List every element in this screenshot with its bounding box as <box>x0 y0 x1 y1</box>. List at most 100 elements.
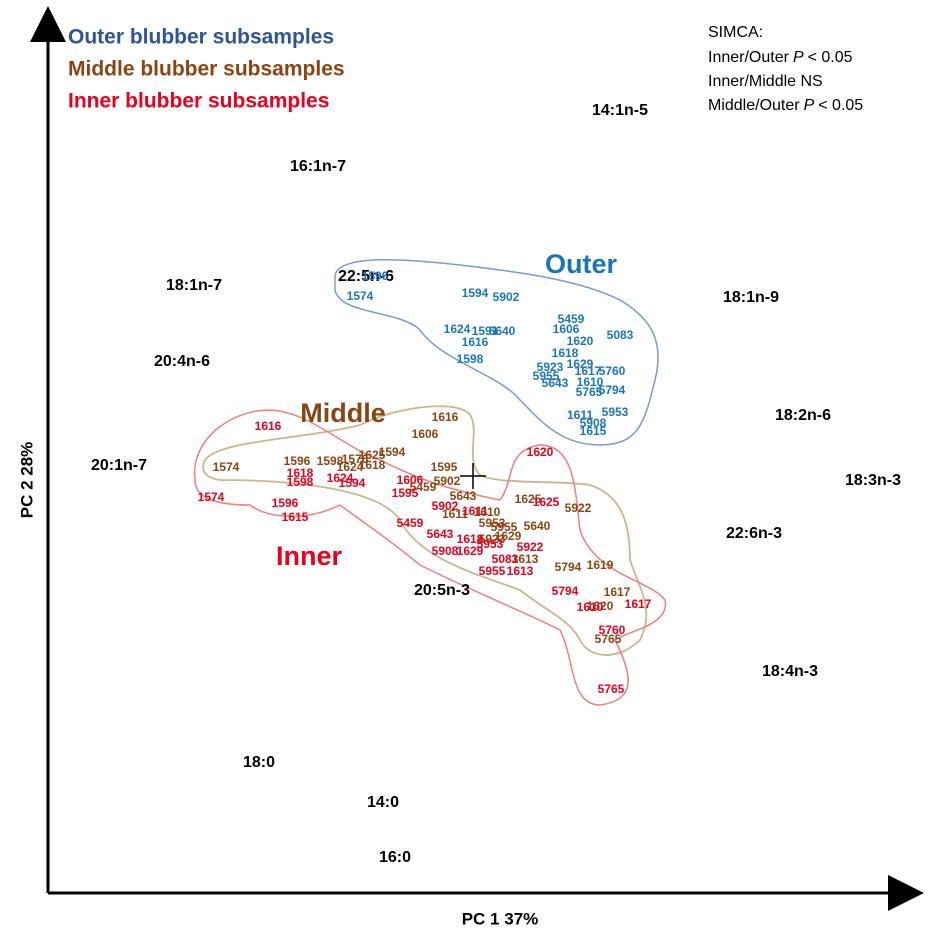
sample-label: 1613 <box>512 552 539 566</box>
sample-label: 5459 <box>397 516 424 530</box>
simca-text: < 0.05 <box>818 97 863 114</box>
sample-label: 1618 <box>457 532 484 546</box>
sample-label: 1611 <box>462 504 488 518</box>
sample-label: 1606 <box>397 473 424 487</box>
variable-label: 14:1n-5 <box>592 102 648 119</box>
sample-label: 1618 <box>287 466 314 480</box>
sample-label: 5922 <box>517 540 544 554</box>
sample-label: 5955 <box>479 564 506 578</box>
legend-inner: Inner blubber subsamples <box>68 90 329 113</box>
simca-title: SIMCA: <box>708 24 763 41</box>
variable-label: 18:3n-3 <box>845 472 901 489</box>
sample-label: 1624 <box>337 460 364 474</box>
variable-label: 18:0 <box>243 754 275 771</box>
sample-label: 5955 <box>491 520 518 534</box>
variable-label: 22:6n-3 <box>726 525 782 542</box>
sample-label: 1619 <box>587 558 614 572</box>
variable-label: 18:1n-7 <box>166 277 222 294</box>
sample-label: 5760 <box>599 364 626 378</box>
sample-label: 5953 <box>479 516 506 530</box>
sample-label: 5643 <box>450 489 477 503</box>
variable-label: 22:5n-6 <box>338 268 394 285</box>
sample-label: 5794 <box>555 560 582 574</box>
sample-label: 1625 <box>359 448 386 462</box>
y-axis-label: PC 2 28% <box>17 442 36 519</box>
sample-label: 1598 <box>317 454 344 468</box>
group-label: Outer <box>545 249 618 279</box>
variable-label: 20:1n-7 <box>91 457 147 474</box>
variable-label: 20:5n-3 <box>414 582 470 599</box>
sample-label: 1574 <box>198 490 225 504</box>
simca-p: P <box>804 97 815 114</box>
sample-label: 1611 <box>442 507 468 521</box>
simca-line: Middle/Outer P < 0.05 <box>708 97 863 114</box>
middle-outline <box>202 405 648 656</box>
simca-line: Inner/Middle NS <box>708 73 823 90</box>
variable-label: 18:2n-6 <box>775 407 831 424</box>
sample-label: 1620 <box>587 599 614 613</box>
sample-label: 5640 <box>489 324 516 338</box>
sample-label: 1610 <box>577 600 604 614</box>
sample-label: 1596 <box>284 454 311 468</box>
simca-text: Middle/Outer <box>708 97 800 114</box>
sample-label: 5765 <box>576 385 603 399</box>
sample-label: 1625 <box>533 495 560 509</box>
simca-p: P <box>793 49 804 66</box>
sample-label: 1611 <box>567 408 593 422</box>
sample-label: 5923 <box>479 532 506 546</box>
sample-label: 1610 <box>474 505 501 519</box>
sample-label: 1574 <box>347 289 374 303</box>
x-axis-label: PC 1 37% <box>462 909 539 928</box>
sample-label: 5765 <box>598 682 625 696</box>
group-label: Inner <box>276 541 343 571</box>
inner-outline <box>193 409 666 706</box>
sample-label: 5643 <box>427 527 454 541</box>
sample-label: 1620 <box>567 334 594 348</box>
variable-label: 16:0 <box>379 849 411 866</box>
sample-label: 5908 <box>580 416 607 430</box>
sample-label: 1610 <box>577 375 604 389</box>
sample-label: 1629 <box>567 357 594 371</box>
sample-label: 1598 <box>457 352 484 366</box>
sample-label: 1618 <box>552 346 579 360</box>
outer-outline <box>334 258 659 446</box>
sample-label: 5760 <box>599 623 626 637</box>
sample-label: 1617 <box>575 364 602 378</box>
sample-label: 1615 <box>282 510 309 524</box>
sample-label: 1625 <box>515 492 542 506</box>
sample-label: 1594 <box>379 445 406 459</box>
variable-label: 16:1n-7 <box>290 158 346 175</box>
sample-label: 1620 <box>527 445 554 459</box>
sample-label: 1594 <box>339 476 366 490</box>
sample-label: 5083 <box>492 552 519 566</box>
simca-text: < 0.05 <box>808 49 853 66</box>
simca-line: Inner/Outer P < 0.05 <box>708 49 853 66</box>
group-label: Middle <box>300 398 386 428</box>
legend-outer: Outer blubber subsamples <box>68 26 334 49</box>
sample-label: 5902 <box>432 499 459 513</box>
sample-label: 5794 <box>552 584 579 598</box>
legend-middle: Middle blubber subsamples <box>68 58 345 81</box>
sample-label: 1606 <box>553 322 580 336</box>
sample-label: 1616 <box>255 419 282 433</box>
sample-label: 5459 <box>410 480 437 494</box>
sample-label: 1596 <box>362 269 389 283</box>
sample-label: 5902 <box>493 290 520 304</box>
sample-label: 1624 <box>444 322 471 336</box>
sample-label: 5955 <box>533 369 560 383</box>
sample-label: 1613 <box>507 564 534 578</box>
sample-label: 5643 <box>542 376 569 390</box>
variable-label: 18:1n-9 <box>723 289 779 306</box>
sample-label: 5908 <box>432 544 459 558</box>
sample-label: 1596 <box>272 496 299 510</box>
sample-label: 5902 <box>434 474 461 488</box>
sample-label: 5083 <box>607 328 634 342</box>
origin-cross <box>460 463 486 489</box>
sample-label: 1617 <box>604 585 631 599</box>
sample-label: 1616 <box>462 335 489 349</box>
sample-label: 1595 <box>431 460 458 474</box>
sample-label: 5922 <box>565 501 592 515</box>
sample-label: 1598 <box>287 475 314 489</box>
sample-label: 1629 <box>457 544 484 558</box>
sample-label: 1616 <box>432 410 459 424</box>
